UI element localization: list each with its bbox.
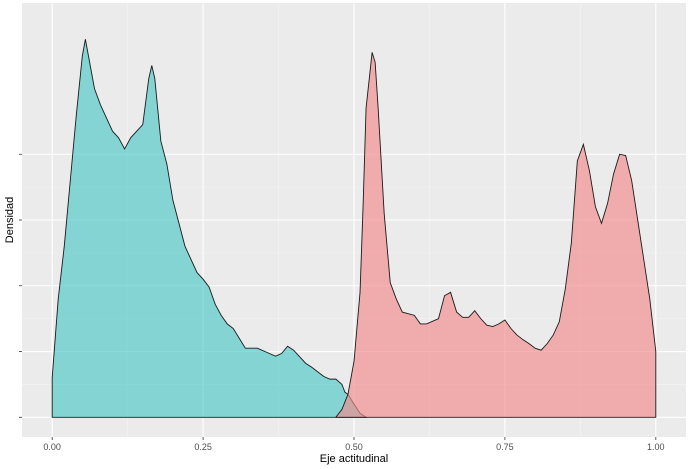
density-areas — [51, 39, 657, 418]
x-tick-label: 0.25 — [194, 442, 212, 452]
x-axis-title: Eje actitudinal — [320, 453, 389, 465]
x-tick-label: 0.75 — [496, 442, 514, 452]
x-tick-label: 0.50 — [345, 442, 363, 452]
x-tick-label: 0.00 — [43, 442, 61, 452]
y-axis-ticks — [19, 153, 22, 418]
x-tick-label: 1.00 — [647, 442, 665, 452]
y-axis-title: Densidad — [4, 197, 16, 243]
density-area-2 — [335, 52, 657, 418]
density-area-1 — [51, 39, 368, 418]
x-axis-ticks: 0.00 0.25 0.50 0.75 1.00 — [43, 437, 665, 452]
